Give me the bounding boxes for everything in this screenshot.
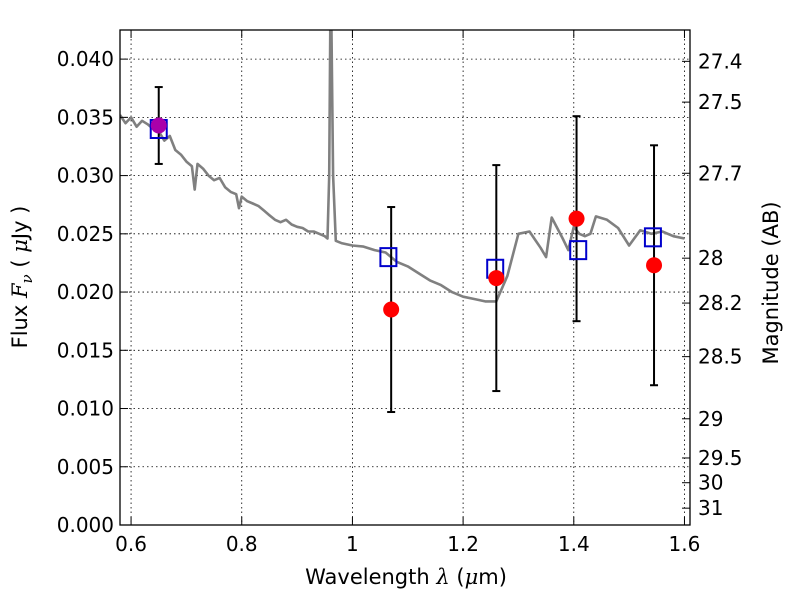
right-tick-label: 28.2 bbox=[698, 291, 743, 315]
x-axis-label: Wavelength λ (μm) bbox=[305, 565, 507, 589]
y-tick-label: 0.025 bbox=[57, 222, 114, 246]
y-axis-ticks: 0.000 0.005 0.010 0.015 0.020 0.025 0.030 0.035… bbox=[57, 47, 128, 537]
y-tick-label: 0.030 bbox=[57, 164, 114, 188]
y-tick-label: 0.005 bbox=[57, 455, 114, 479]
y-axis-label: Flux Fν ( μJy ) bbox=[8, 206, 36, 349]
plot-content bbox=[120, 30, 685, 414]
observed-flux-point bbox=[568, 210, 585, 227]
y-tick-label: 0.010 bbox=[57, 397, 114, 421]
grid bbox=[120, 30, 690, 526]
right-tick-label: 31 bbox=[698, 496, 723, 520]
x-axis-ticks: 0.6 0.8 1 1.2 1.4 1.6 bbox=[115, 30, 700, 556]
x-tick-label: 0.8 bbox=[226, 532, 258, 556]
right-tick-label: 27.4 bbox=[698, 49, 743, 73]
observed-flux-point bbox=[383, 301, 400, 318]
right-tick-label: 27.5 bbox=[698, 90, 743, 114]
y-tick-label: 0.040 bbox=[57, 47, 114, 71]
observed-flux-point bbox=[488, 270, 505, 287]
synthetic-flux-square bbox=[643, 227, 662, 248]
x-tick-label: 0.6 bbox=[115, 532, 147, 556]
right-tick-label: 29 bbox=[698, 407, 723, 431]
right-tick-label: 28.5 bbox=[698, 345, 743, 369]
synthetic-flux-square bbox=[569, 240, 588, 261]
y-tick-label: 0.035 bbox=[57, 105, 114, 129]
x-tick-label: 1.4 bbox=[558, 532, 590, 556]
observed-flux-point bbox=[646, 257, 663, 274]
right-tick-label: 29.5 bbox=[698, 446, 743, 470]
y-tick-label: 0.020 bbox=[57, 280, 114, 304]
y-tick-label: 0.015 bbox=[57, 338, 114, 362]
right-axis-label: Magnitude (AB) bbox=[759, 201, 783, 364]
plot-frame bbox=[119, 29, 691, 526]
right-tick-label: 27.7 bbox=[698, 161, 743, 185]
x-tick-label: 1 bbox=[346, 532, 359, 556]
y-tick-label: 0.000 bbox=[57, 513, 114, 537]
observed-flux-point bbox=[150, 117, 167, 134]
synthetic-flux-square bbox=[379, 247, 398, 268]
model-spectrum-line bbox=[120, 30, 685, 303]
x-tick-label: 1.2 bbox=[447, 532, 479, 556]
right-tick-label: 30 bbox=[698, 471, 723, 495]
x-tick-label: 1.6 bbox=[669, 532, 701, 556]
right-tick-label: 28 bbox=[698, 246, 723, 270]
